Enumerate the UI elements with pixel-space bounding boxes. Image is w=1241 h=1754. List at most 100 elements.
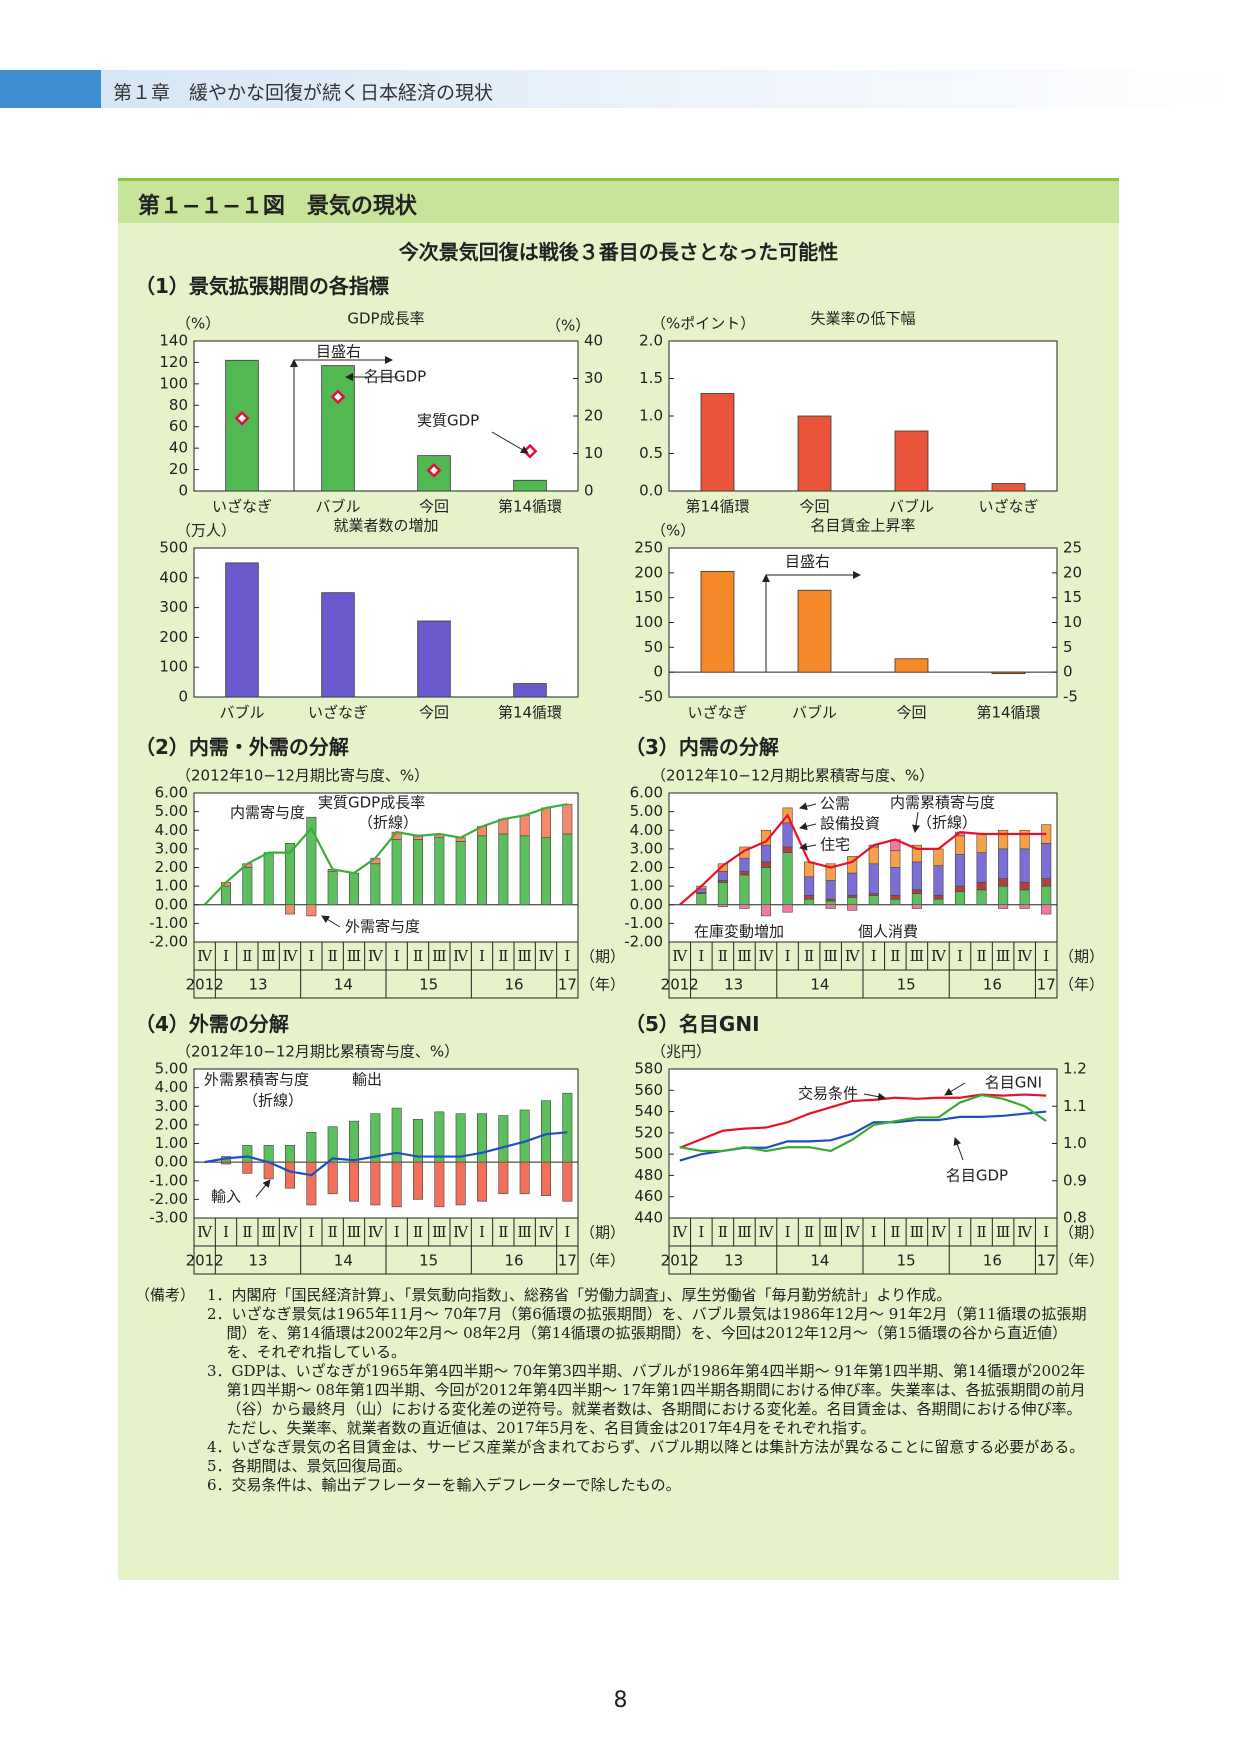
bar-segment [242, 1145, 253, 1163]
annotation: 目盛右 [785, 553, 830, 571]
series-label: 実質GDP [417, 412, 479, 430]
bar-segment [306, 904, 317, 917]
quarter-label: Ⅰ [785, 947, 791, 965]
y2-tick-label: 10 [1063, 613, 1082, 631]
note-item: 3．GDPは、いざなぎが1965年第4四半期〜 70年第3四半期、バブルが198… [207, 1362, 1086, 1437]
bar-segment [519, 1109, 530, 1163]
y-tick-label: 0.0 [639, 482, 663, 500]
bar-segment [349, 872, 359, 906]
y2-tick-label: 25 [1063, 539, 1082, 557]
quarter-label: Ⅲ [823, 947, 837, 965]
year-label: 16 [983, 1252, 1002, 1270]
bar-segment [868, 895, 879, 906]
y-tick-label: 2.00 [155, 1115, 188, 1133]
bar-segment [825, 880, 836, 900]
x-tick-label: 第14循環 [685, 498, 749, 516]
bar-segment [1019, 848, 1030, 883]
x-tick-label: バブル [889, 498, 934, 516]
y2-tick-label: 1.0 [1063, 1134, 1087, 1152]
y-tick-label: 560 [634, 1081, 663, 1099]
y-tick-label: 3.00 [155, 839, 188, 857]
quarter-label: Ⅱ [976, 947, 986, 965]
year-label: 14 [810, 1252, 829, 1270]
y-tick-label: 0 [178, 482, 188, 500]
x-tick-label: 今回 [896, 704, 926, 722]
x-tick-label: いざなぎ [212, 498, 272, 516]
bar-segment [717, 904, 728, 907]
y2-tick-label: 0 [584, 482, 594, 500]
marker [426, 462, 442, 478]
bar-segment [327, 870, 338, 906]
bar-segment [413, 839, 423, 906]
quarter-label: Ⅲ [910, 947, 924, 965]
y-tick-label: 200 [159, 628, 188, 646]
series-label: 内需累積寄与度 [890, 794, 995, 812]
quarter-label: Ⅱ [890, 947, 900, 965]
x-tick-label: 今回 [419, 704, 449, 722]
y-unit: （2012年10−12月期比累積寄与度、%） [176, 1043, 459, 1061]
series-label: 交易条件 [798, 1085, 858, 1103]
series-label: 実質GDP成長率 [318, 794, 425, 812]
y-unit: （兆円） [651, 1043, 711, 1061]
y-tick-label: 100 [159, 374, 188, 392]
y-tick-label: 100 [159, 658, 188, 676]
y-unit: （2012年10−12月期比累積寄与度、%） [651, 767, 934, 785]
bar-segment [477, 835, 487, 906]
quarter-label: Ⅰ [479, 1223, 485, 1241]
y-tick-label: -2.00 [624, 933, 663, 951]
bar-segment [242, 867, 253, 906]
quarter-label: Ⅳ [197, 947, 213, 965]
bar-segment [933, 865, 944, 896]
bar-segment [976, 889, 987, 906]
section-heading: （4）外需の分解 [135, 1012, 289, 1036]
bar-segment [976, 833, 987, 853]
y-tick-label: 50 [644, 638, 663, 656]
quarter-label: Ⅳ [759, 1223, 775, 1241]
year-label: 16 [983, 976, 1002, 994]
bar-segment [263, 852, 274, 906]
quarter-label: Ⅲ [996, 947, 1010, 965]
bar [894, 658, 929, 673]
quarter-label: Ⅰ [564, 1223, 570, 1241]
bar [700, 570, 735, 673]
year-unit: （年） [580, 976, 625, 994]
bar-segment [868, 863, 879, 894]
figure-subtitle: 今次景気回復は戦後３番目の長さとなった可能性 [398, 240, 839, 264]
quarter-label: Ⅰ [479, 947, 485, 965]
arrow [255, 1179, 271, 1198]
arrow [799, 802, 817, 811]
bar-segment [998, 904, 1009, 909]
bar [797, 589, 832, 673]
plot-frame [668, 792, 1058, 943]
bar [797, 415, 832, 492]
quarter-label: Ⅲ [737, 947, 751, 965]
section-heading: （2）内需・外需の分解 [135, 735, 349, 759]
bar-segment [847, 896, 858, 906]
quarter-label: Ⅰ [394, 1223, 400, 1241]
bar [321, 365, 355, 492]
bar-segment [391, 1161, 402, 1208]
x-tick-label: いざなぎ [308, 704, 368, 722]
quarter-label: Ⅰ [308, 947, 314, 965]
year-label: 15 [419, 976, 438, 994]
figure-title: 第１−１−１図 景気の現状 [138, 194, 417, 219]
bar-segment [911, 861, 922, 891]
bar-segment [498, 1115, 509, 1163]
bar-segment [760, 904, 772, 917]
y-tick-label: 5.00 [630, 802, 663, 820]
bar-segment [804, 895, 815, 900]
y-tick-label: 5.00 [155, 802, 188, 820]
figure-title-bar [118, 181, 1119, 223]
y-tick-label: 1.00 [630, 877, 663, 895]
series-label: 輸入 [211, 1188, 241, 1206]
y-tick-label: 0.5 [639, 444, 663, 462]
line [679, 813, 1047, 906]
quarter-label: Ⅱ [718, 1223, 728, 1241]
bar-segment [541, 1100, 551, 1163]
quarter-label: Ⅳ [368, 1223, 384, 1241]
bar-segment [562, 1161, 573, 1202]
y-tick-label: 5.00 [155, 1060, 188, 1078]
bar-segment [868, 846, 879, 865]
marker [234, 410, 250, 426]
y-tick-label: 20 [169, 460, 188, 478]
